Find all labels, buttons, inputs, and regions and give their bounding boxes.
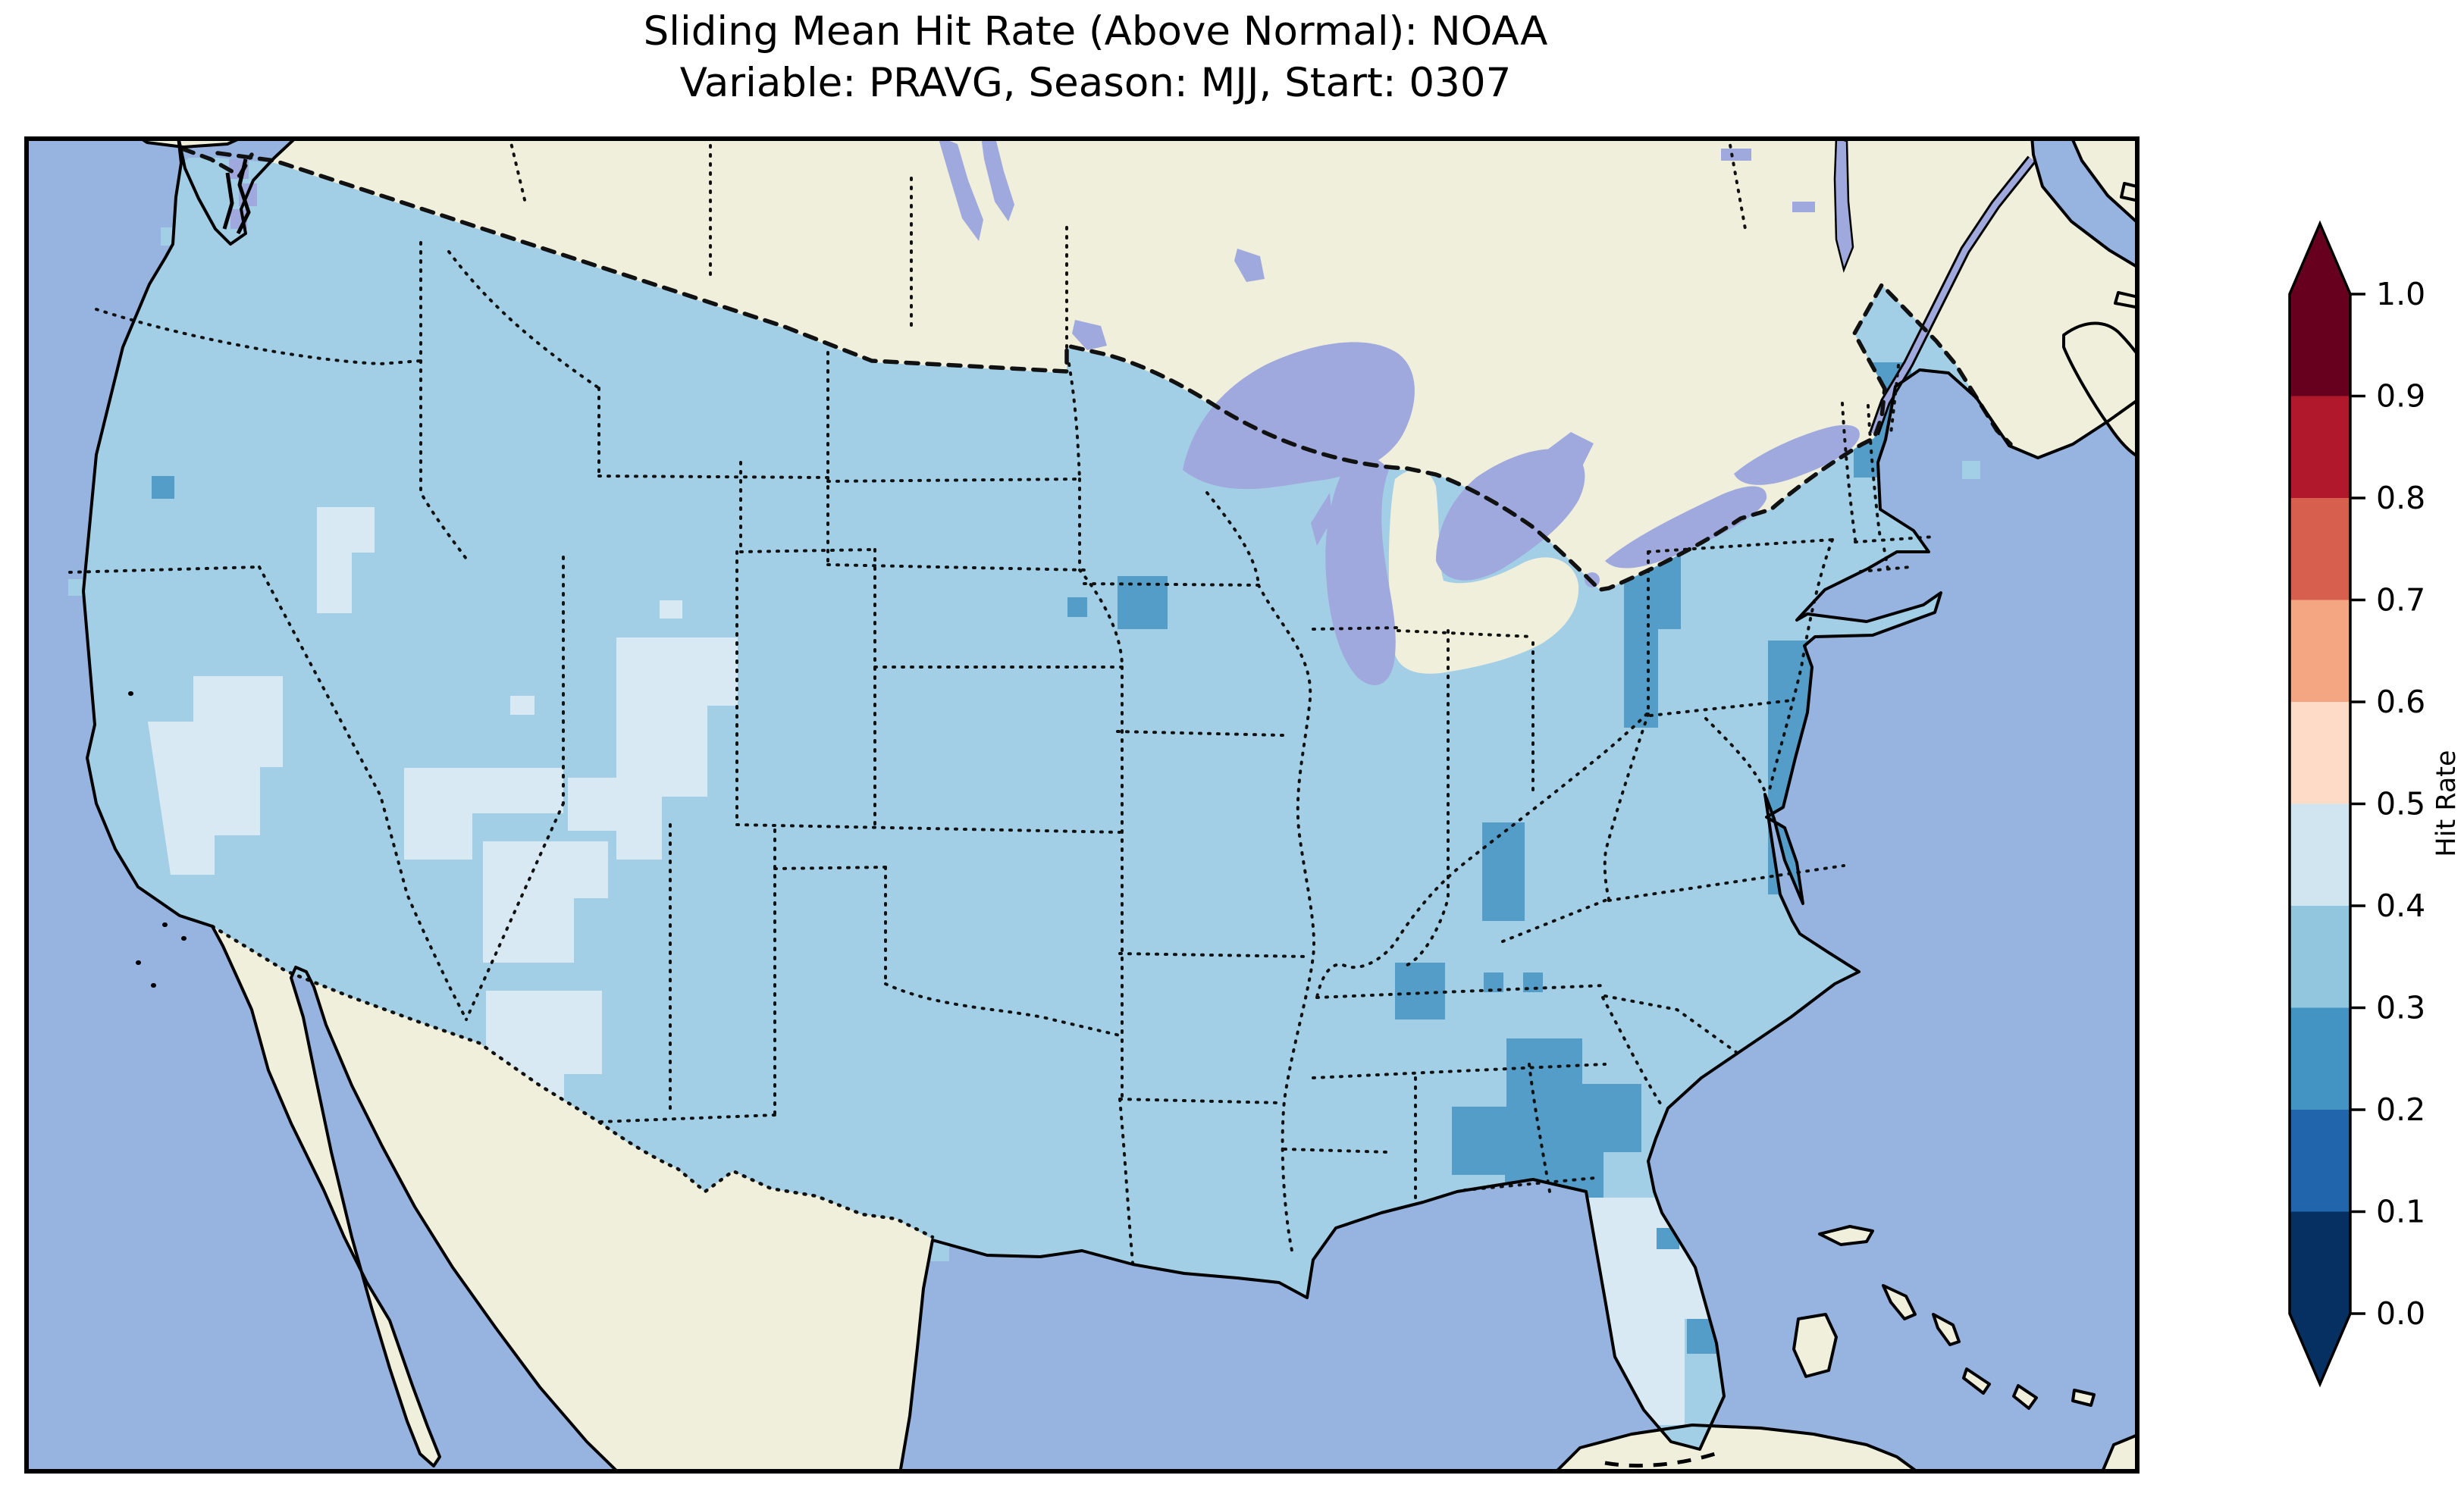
svg-text:1.0: 1.0	[2376, 276, 2425, 312]
georgian-bay	[1541, 432, 1594, 478]
map-frame	[24, 136, 2140, 1474]
title-line-2: Variable: PRAVG, Season: MJJ, Start: 030…	[679, 59, 1512, 106]
colorbar-arrow-top	[2290, 224, 2350, 294]
colorbar-panel: 0.0 0.1 0.2 0.3 0.4 0.5 0.6 0.7 0.8 0.9 …	[2259, 197, 2464, 1440]
michigan-lower-peninsula	[1388, 469, 1579, 674]
svg-text:0.8: 0.8	[2376, 480, 2425, 516]
colorbar-segments	[2290, 224, 2350, 1384]
svg-text:0.9: 0.9	[2376, 378, 2425, 415]
lake-superior	[1183, 342, 1415, 490]
state-borders	[68, 136, 1936, 1264]
lake-winnipeg	[938, 136, 983, 241]
svg-text:0.1: 0.1	[2376, 1194, 2425, 1230]
green-bay	[1311, 493, 1332, 546]
colorbar: 0.0 0.1 0.2 0.3 0.4 0.5 0.6 0.7 0.8 0.9 …	[2288, 220, 2462, 1388]
colorbar-tick-labels: 0.0 0.1 0.2 0.3 0.4 0.5 0.6 0.7 0.8 0.9 …	[2376, 276, 2425, 1332]
map-panel	[24, 136, 2140, 1474]
canada-lake-1	[1721, 149, 1751, 161]
colorbar-axis-label: Hit Rate	[2431, 750, 2462, 857]
colorbar-arrow-bottom	[2290, 1314, 2350, 1384]
channel-islands	[128, 691, 187, 988]
st-lawrence-river	[1869, 155, 2036, 436]
svg-text:0.7: 0.7	[2376, 582, 2425, 619]
colorbar-ticks	[2350, 293, 2365, 1315]
hit-rate-field	[68, 158, 2011, 1449]
lake-huron	[1436, 449, 1585, 581]
title-line-1: Sliding Mean Hit Rate (Above Normal): NO…	[643, 8, 1548, 55]
svg-text:0.5: 0.5	[2376, 786, 2425, 822]
coastlines	[82, 136, 2140, 1474]
nova-scotia	[2064, 323, 2140, 458]
lake-of-the-woods	[1072, 320, 1107, 350]
us-mexico-border	[210, 924, 935, 1239]
bahamas-eleuthera	[1933, 1314, 1959, 1345]
bahamas-abaco	[1883, 1286, 1915, 1319]
florida-keys	[1604, 1452, 1716, 1468]
svg-text:0.0: 0.0	[2376, 1295, 2425, 1332]
svg-text:0.2: 0.2	[2376, 1092, 2425, 1128]
lake-erie	[1605, 486, 1767, 568]
svg-text:0.6: 0.6	[2376, 684, 2425, 720]
hispaniola	[2102, 1434, 2140, 1474]
svg-text:0.3: 0.3	[2376, 990, 2425, 1026]
bahamas-long-island	[1964, 1369, 1989, 1393]
lake-ontario	[1734, 424, 1860, 485]
canada-lake-2	[1792, 202, 1815, 212]
bahamas-crooked	[2014, 1386, 2036, 1408]
quebec-north-shore	[2071, 136, 2140, 225]
patches-hit-rate-0.4-0.5	[148, 507, 1715, 1425]
puget-sound-detail	[222, 158, 251, 235]
figure-title: Sliding Mean Hit Rate (Above Normal): NO…	[0, 6, 2191, 109]
lake-nipigon	[1234, 249, 1265, 282]
lake-manitoba	[981, 136, 1014, 221]
lake-champlain	[1833, 136, 1854, 274]
conus-map	[24, 136, 2140, 1474]
svg-text:0.4: 0.4	[2376, 888, 2425, 924]
bahamas-andros	[1794, 1314, 1836, 1377]
